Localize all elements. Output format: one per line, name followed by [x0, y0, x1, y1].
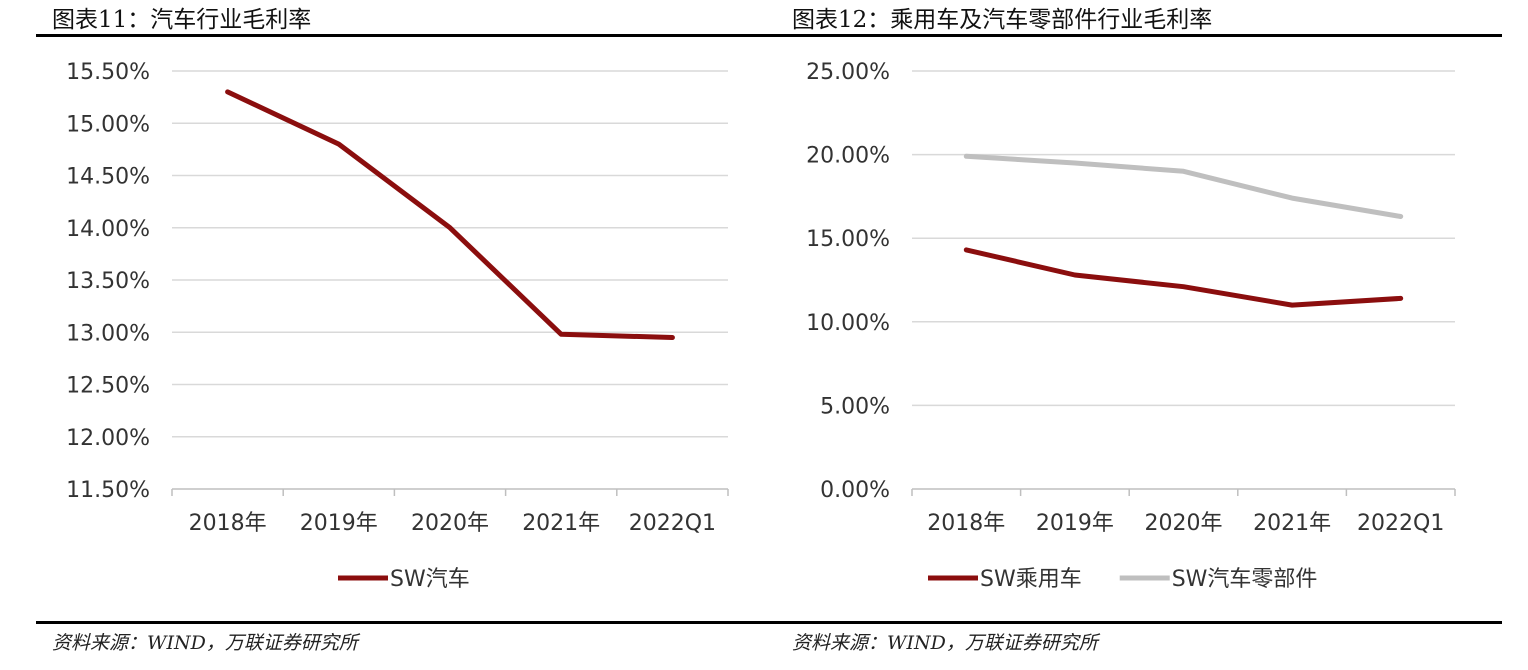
chart-2-legend-label-1: SW乘用车	[980, 567, 1082, 592]
bottom-rule	[36, 621, 1502, 624]
chart-2-ytick-label: 0.00%	[820, 478, 890, 503]
chart-2-category-label: 2019年	[1036, 511, 1114, 536]
chart-1-category-label: 2020年	[411, 511, 489, 536]
chart-1-ytick-label: 13.50%	[66, 269, 150, 294]
chart-1-source: 资料来源：WIND，万联证券研究所	[52, 632, 358, 654]
top-rule	[36, 34, 1502, 37]
chart-1-category-label: 2021年	[522, 511, 600, 536]
chart-2-ytick-label: 25.00%	[806, 60, 890, 85]
chart-1-ytick-label: 14.00%	[66, 217, 150, 242]
chart-2-category-label: 2018年	[927, 511, 1005, 536]
chart-2-series-2-line	[963, 153, 1404, 219]
chart-1-title: 图表11：汽车行业毛利率	[52, 7, 312, 33]
chart-2-title: 图表12：乘用车及汽车零部件行业毛利率	[792, 7, 1213, 33]
chart-1-ytick-label: 12.00%	[66, 426, 150, 451]
chart-1-ytick-label: 13.00%	[66, 321, 150, 346]
chart-2-source: 资料来源：WIND，万联证券研究所	[792, 632, 1098, 654]
chart-2-ytick-label: 15.00%	[806, 227, 890, 252]
chart-2-legend-label-2: SW汽车零部件	[1172, 567, 1318, 592]
chart-2-ytick-label: 10.00%	[806, 311, 890, 336]
chart-1-ytick-label: 15.00%	[66, 112, 150, 137]
chart-1-category-label: 2022Q1	[629, 511, 716, 536]
chart-1-ytick-label: 12.50%	[66, 374, 150, 399]
chart-1-category-label: 2019年	[300, 511, 378, 536]
chart-2-ytick-label: 20.00%	[806, 144, 890, 169]
chart-1-category-label: 2018年	[189, 511, 267, 536]
chart-2-category-label: 2021年	[1253, 511, 1331, 536]
chart-2-category-label: 2022Q1	[1357, 511, 1444, 536]
chart-1-series-1-line	[225, 89, 675, 340]
chart-2-ytick-label: 5.00%	[820, 394, 890, 419]
chart-1-ytick-label: 14.50%	[66, 165, 150, 190]
chart-1-ytick-label: 15.50%	[66, 60, 150, 85]
chart-1-ytick-label: 11.50%	[66, 478, 150, 503]
chart-2-category-label: 2020年	[1145, 511, 1223, 536]
chart-1-legend-label-1: SW汽车	[390, 567, 470, 592]
chart-2-series-1-line	[963, 247, 1404, 308]
